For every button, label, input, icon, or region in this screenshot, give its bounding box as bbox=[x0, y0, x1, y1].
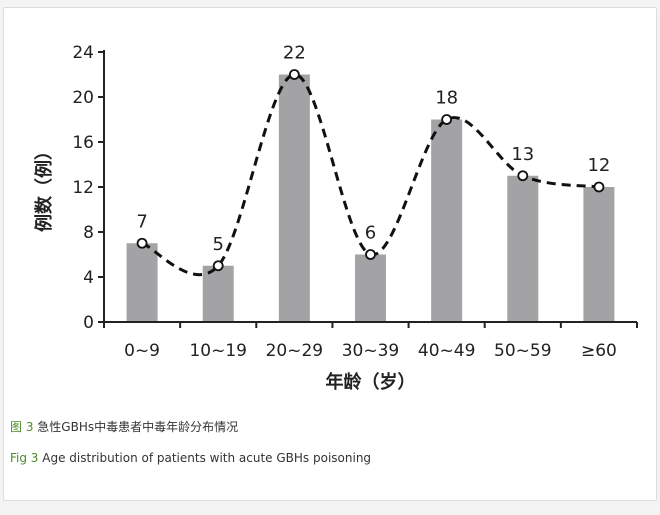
data-label-20~29: 22 bbox=[283, 43, 306, 64]
bar-50~59 bbox=[507, 175, 539, 322]
bar-30~39 bbox=[355, 254, 386, 322]
marker-40~49 bbox=[441, 114, 453, 125]
caption-cn-tag: 图 3 bbox=[10, 420, 34, 434]
bar-20~29 bbox=[278, 74, 310, 322]
trend-line bbox=[141, 72, 600, 276]
y-tick-label-12: 12 bbox=[72, 178, 94, 198]
marker-30~39 bbox=[365, 249, 376, 260]
bar-≥60 bbox=[583, 187, 615, 322]
y-tick-label-20: 20 bbox=[72, 88, 94, 108]
y-axis-title: 例数（例） bbox=[33, 142, 55, 232]
caption-en-text: Age distribution of patients with acute … bbox=[42, 451, 372, 465]
x-tick-label-20~29: 20~29 bbox=[266, 341, 324, 361]
data-label-0~9: 7 bbox=[136, 211, 147, 232]
bar-line-chart: 0 4 8 12 16 20 24 0~9 10~19 20~29 30~39 40~49 50~59 ≥… bbox=[33, 43, 638, 393]
y-tick-label-16: 16 bbox=[72, 133, 94, 153]
marker-50~59 bbox=[517, 170, 529, 182]
marker-≥60 bbox=[593, 181, 605, 193]
caption-en-tag: Fig 3 bbox=[10, 451, 39, 465]
figure-caption-cn: 图 3 急性GBHs中毒患者中毒年龄分布情况 bbox=[10, 418, 238, 435]
marker-0~9 bbox=[136, 237, 148, 249]
x-tick-label-40~49: 40~49 bbox=[418, 341, 476, 361]
data-label-10~19: 5 bbox=[212, 234, 223, 255]
data-label-30~39: 6 bbox=[365, 223, 376, 244]
data-label-≥60: 12 bbox=[587, 155, 610, 176]
data-label-50~59: 13 bbox=[511, 144, 534, 165]
y-tick-label-4: 4 bbox=[83, 268, 94, 288]
y-tick-label-24: 24 bbox=[72, 43, 94, 63]
x-tick-label-30~39: 30~39 bbox=[342, 341, 400, 361]
y-tick-label-8: 8 bbox=[83, 223, 94, 243]
x-tick-label-10~19: 10~19 bbox=[189, 341, 247, 361]
caption-cn-text: 急性GBHs中毒患者中毒年龄分布情况 bbox=[37, 420, 239, 434]
bar-40~49 bbox=[431, 119, 463, 322]
marker-10~19 bbox=[212, 260, 224, 272]
marker-20~29 bbox=[288, 69, 300, 80]
bar-10~19 bbox=[202, 265, 234, 322]
bar-0~9 bbox=[126, 243, 158, 322]
x-axis-title: 年龄（岁） bbox=[326, 371, 416, 393]
x-tick-label-≥60: ≥60 bbox=[581, 341, 617, 361]
figure-card: 0 4 8 12 16 20 24 0~9 10~19 20~29 30~39 40~49 50~59 ≥… bbox=[3, 7, 657, 501]
y-tick-label-0: 0 bbox=[83, 313, 94, 333]
x-tick-label-0~9: 0~9 bbox=[124, 341, 160, 361]
x-tick-label-50~59: 50~59 bbox=[494, 341, 552, 361]
figure-caption-en: Fig 3 Age distribution of patients with … bbox=[10, 451, 371, 465]
data-label-40~49: 18 bbox=[435, 88, 458, 109]
